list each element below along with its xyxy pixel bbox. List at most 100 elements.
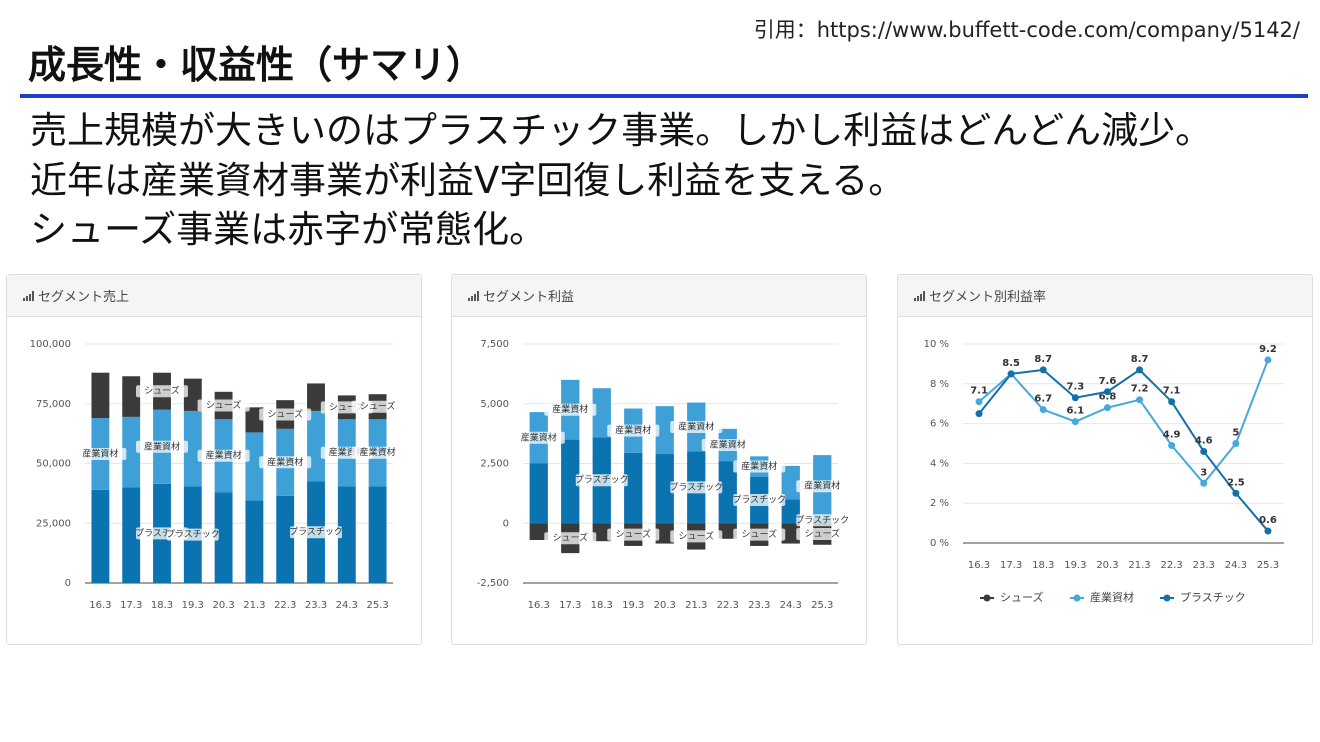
series-label: 産業資材: [521, 431, 557, 443]
point: [1200, 479, 1208, 487]
y-tick-label: 2,500: [480, 459, 509, 470]
bar: [718, 523, 737, 539]
body-line: シューズ事業は赤字が常態化。: [30, 208, 547, 251]
x-tick-label: 17.3: [120, 600, 142, 611]
bar: [781, 465, 800, 500]
bar: [307, 383, 325, 411]
series-label: シューズ: [206, 399, 242, 411]
label-bg: [512, 431, 565, 444]
legend-marker: [1163, 594, 1171, 602]
x-tick-label: 20.3: [654, 600, 676, 611]
slide-title: 成長性・収益性（サマリ）: [28, 43, 485, 87]
legend-label: 産業資材: [1090, 590, 1134, 604]
bar: [592, 523, 611, 542]
data-label: 5: [1232, 428, 1239, 439]
x-tick-label: 23.3: [305, 600, 327, 611]
panel: セグメント別利益率: [897, 274, 1313, 645]
label-bg: [575, 474, 628, 487]
label-bg: [136, 385, 188, 398]
y-tick-label: 4 %: [930, 458, 949, 469]
x-tick-label: 24.3: [1225, 560, 1247, 571]
x-tick-label: 21.3: [1128, 560, 1150, 571]
x-tick-label: 17.3: [559, 600, 581, 611]
point: [1264, 527, 1272, 535]
series-label: プラスチック: [135, 528, 189, 539]
bar: [655, 523, 674, 544]
y-tick-label: 10 %: [924, 339, 949, 350]
data-label: 4.6: [1195, 435, 1213, 446]
data-label: 7.2: [1131, 384, 1149, 395]
label-bg: [733, 528, 786, 541]
bar: [91, 489, 110, 583]
point: [1232, 440, 1240, 447]
body-line: 売上規模が大きいのはプラスチック事業。しかし利益はどんどん減少。: [30, 109, 1213, 152]
point: [1136, 366, 1144, 374]
label-bg: [701, 438, 754, 451]
data-label: 7.6: [1099, 376, 1117, 387]
y-tick-label: 0 %: [930, 538, 949, 549]
series-label: プラスチック: [575, 475, 629, 486]
label-bg: [733, 493, 786, 506]
bar: [624, 452, 643, 524]
bar: [276, 495, 295, 583]
data-label: 6.8: [1099, 392, 1117, 403]
y-tick-label: 0: [65, 578, 71, 589]
label-bg: [607, 528, 660, 541]
label-bg: [796, 480, 849, 493]
legend-marker: [983, 594, 991, 602]
series-label: 産業資材: [267, 456, 303, 468]
series-label: 産業資材: [144, 440, 180, 452]
legend-marker: [1073, 594, 1081, 602]
data-label: 4.9: [1163, 429, 1181, 440]
line: [978, 359, 1269, 485]
x-tick-label: 22.3: [1161, 560, 1183, 571]
point: [1168, 441, 1176, 449]
point: [975, 410, 983, 418]
data-label: 7.1: [970, 386, 988, 397]
series-label: シューズ: [615, 528, 651, 540]
series-label: シューズ: [360, 400, 396, 412]
icon: [23, 290, 34, 301]
data-label: 8.5: [1002, 358, 1020, 369]
data-label: 7.3: [1066, 382, 1084, 393]
x-tick-label: 16.3: [968, 560, 990, 571]
bar: [655, 453, 674, 524]
panel-header: セグメント売上: [7, 275, 421, 317]
bar: [592, 388, 611, 438]
series-label: プラスチック: [289, 527, 343, 538]
series-label: シューズ: [552, 532, 588, 544]
bar: [655, 406, 674, 454]
x-tick-label: 25.3: [366, 600, 388, 611]
label-bg: [136, 440, 188, 453]
label-bg: [259, 456, 312, 469]
bar: [122, 487, 141, 583]
data-label: 3: [1200, 467, 1207, 478]
bar: [91, 372, 110, 419]
data-label: 9.2: [1259, 344, 1277, 355]
legend-label: シューズ: [1000, 590, 1043, 604]
series-label: シューズ: [267, 408, 303, 420]
x-tick-label: 22.3: [274, 600, 296, 611]
point: [1071, 394, 1079, 402]
x-tick-label: 16.3: [528, 600, 550, 611]
point: [1200, 447, 1208, 455]
data-label: 6.7: [1034, 394, 1052, 405]
series-label: 産業資材: [82, 447, 118, 459]
data-label: 2.5: [1227, 477, 1245, 488]
y-tick-label: -2,500: [477, 578, 509, 589]
chart-title: セグメント売上: [38, 290, 130, 305]
label-bg: [351, 400, 404, 413]
label-bg: [259, 408, 312, 421]
y-tick-label: 7,500: [480, 339, 509, 350]
series-label: 産業資材: [615, 424, 651, 436]
point: [1168, 398, 1176, 406]
y-tick-label: 0: [503, 518, 509, 529]
point: [1039, 406, 1047, 414]
bar: [529, 523, 548, 540]
x-tick-label: 20.3: [1096, 560, 1118, 571]
series-label: 産業資材: [710, 438, 746, 450]
bar: [245, 407, 264, 433]
data-label: 8.7: [1131, 354, 1149, 365]
series-label: 産業資材: [804, 480, 840, 492]
